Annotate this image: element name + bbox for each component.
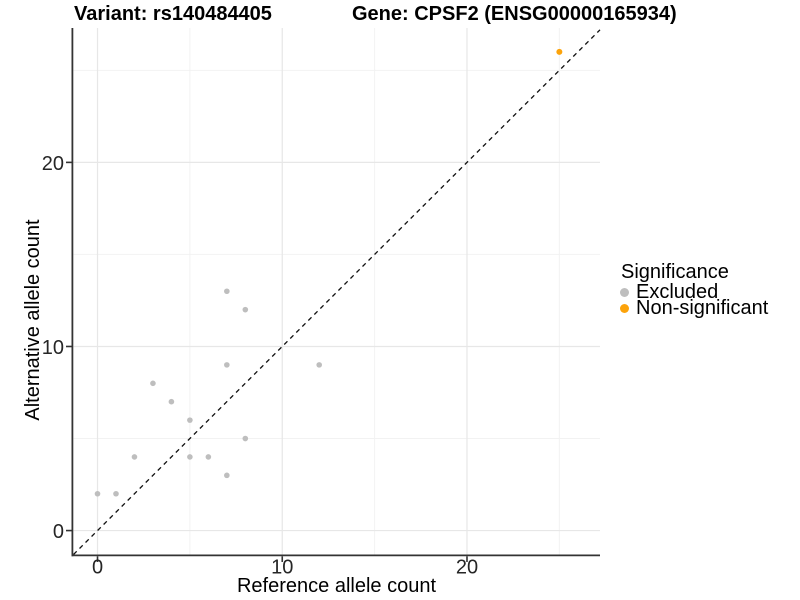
legend-label-excluded: Excluded (636, 281, 719, 303)
data-point-excluded (131, 454, 138, 460)
data-point-non-significant (556, 48, 563, 55)
data-point-excluded (113, 490, 119, 497)
legend: Significance Excluded Non-significant (620, 261, 769, 319)
excluded-point-swatch (620, 287, 629, 297)
plot-title-variant: Variant: rs140484405 (74, 3, 272, 25)
x-tick-label: 0 (92, 557, 103, 579)
legend-item-non-significant: Non-significant (620, 297, 769, 319)
data-point-excluded (224, 362, 230, 368)
legend-item-excluded: Excluded (620, 281, 768, 303)
y-tick-label: 10 (42, 337, 64, 359)
legend-label-non-significant: Non-significant (636, 297, 769, 319)
non-significant-point-swatch (620, 303, 629, 313)
data-point-excluded (150, 380, 156, 387)
y-tick-label: 20 (42, 153, 64, 175)
plot-title-gene: Gene: CPSF2 (ENSG00000165934) (352, 3, 677, 25)
identity-line (73, 29, 601, 555)
data-point-excluded (224, 288, 230, 295)
data-point-excluded (187, 417, 193, 423)
data-point-excluded (168, 398, 175, 405)
y-tick-label: 0 (53, 521, 64, 543)
x-tick-label: 20 (456, 557, 478, 579)
data-point-excluded (316, 362, 323, 368)
data-point-excluded (187, 454, 193, 460)
data-point-excluded (205, 454, 212, 460)
legend-title: Significance (621, 261, 729, 283)
x-tick-label: 10 (271, 557, 293, 579)
x-axis-title: Reference allele count (236, 575, 436, 597)
data-point-excluded (242, 435, 249, 442)
data-point-excluded (94, 490, 101, 497)
data-point-excluded (224, 472, 230, 479)
data-point-excluded (242, 306, 249, 313)
y-axis-title: Alternative allele count (22, 219, 44, 421)
